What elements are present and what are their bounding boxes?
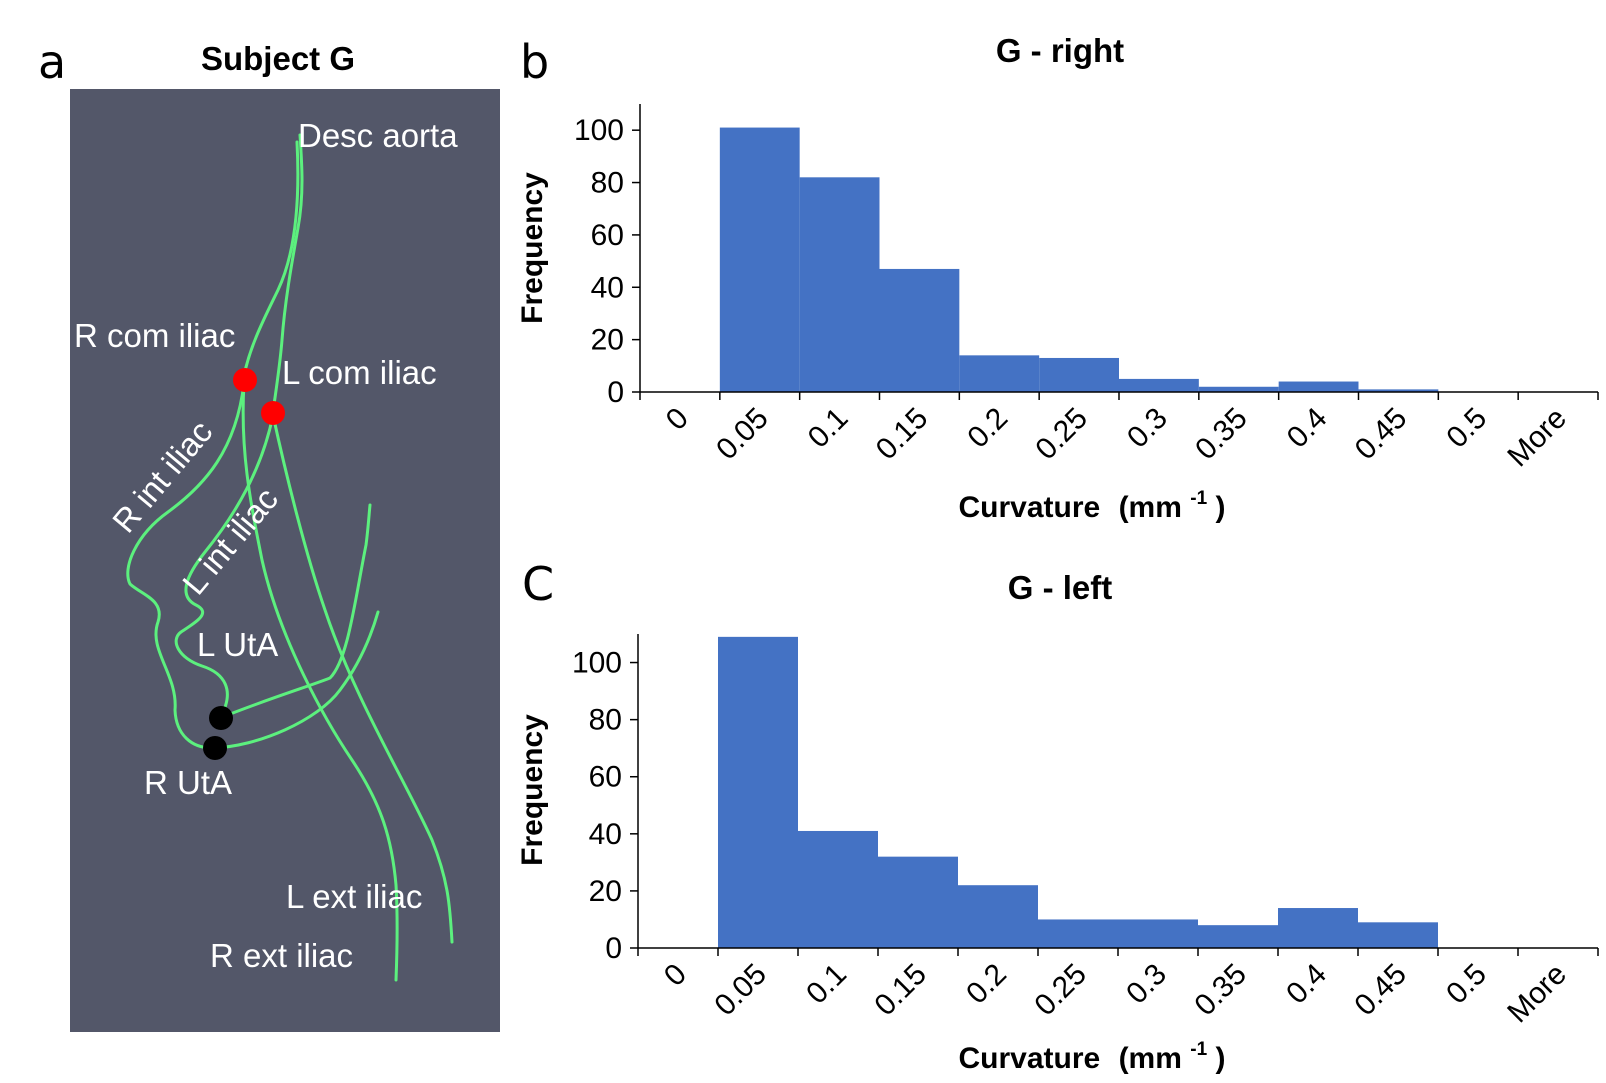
desc-aorta-vessel [271,133,304,414]
r-int-iliac-vessel [126,381,380,750]
desc-aorta-label: Desc aorta [298,117,458,154]
bar-0.05 [718,636,798,948]
x-tick-label: 0.3 [1121,402,1174,455]
y-axis-title: Frequency [516,172,549,324]
y-tick-label: 100 [572,647,622,680]
y-tick-label: 100 [574,114,624,147]
bar-0.2 [959,355,1040,392]
vessel-image-background [70,89,500,1032]
x-tick-label: 0.25 [1028,958,1093,1023]
x-tick-label: More [1501,958,1573,1030]
bar-0.1 [799,177,880,392]
x-axis-title: Curvature (mm -1 ) [959,478,1226,524]
histogram-left: G - left Frequency Curvature (mm -1 ) 0 2… [516,569,1599,1075]
x-axis-unit-close: ) [1216,1042,1226,1075]
l-uta-label: L UtA [197,626,278,663]
x-tick-label: 0.45 [1348,958,1413,1023]
y-tick-label: 60 [589,761,622,794]
l-com-iliac-label: L com iliac [282,354,437,391]
r-com-iliac-marker [233,368,257,392]
x-axis-unit-exponent: -1 [1190,488,1207,509]
bar-0.15 [878,856,958,948]
x-tick-label: 0.05 [710,402,775,467]
bar-0.25 [1038,919,1118,948]
bar-0.45 [1358,389,1439,392]
panel-b-letter: b [520,35,549,89]
x-tick-label: 0.05 [708,958,773,1023]
x-axis-unit: (mm [1119,1042,1182,1075]
x-tick-label: 0.15 [868,958,933,1023]
histogram-right: G - right Frequency Curvature (mm -1 ) 0… [516,32,1599,524]
r-com-iliac-label: R com iliac [74,317,235,354]
l-uta-marker [209,706,233,730]
x-axis-unit-close: ) [1216,491,1226,524]
x-axis-title-main: Curvature [959,491,1101,524]
r-uta-marker [203,736,227,760]
x-tick-label: 0.25 [1029,402,1094,467]
y-tick-label: 20 [591,324,624,357]
l-ext-iliac-label: L ext iliac [286,878,422,915]
bar-0.3 [1119,378,1199,392]
y-tick-label: 0 [607,376,624,409]
x-tick-label: 0.2 [960,958,1013,1011]
x-tick-label: 0 [660,402,695,437]
r-com-iliac-vessel [242,140,300,378]
r-ext-iliac-vessel [241,381,399,982]
y-tick-label: 60 [591,219,624,252]
bar-0.45 [1358,922,1438,948]
bar-0.05 [719,127,800,393]
bar-0.3 [1118,919,1198,948]
bar-0.25 [1039,357,1119,392]
x-tick-label: 0.5 [1440,958,1493,1011]
x-tick-label: 0.5 [1440,402,1493,455]
x-axis-unit: (mm [1119,491,1182,524]
l-com-iliac-marker [261,401,285,425]
x-tick-label: 0.4 [1280,958,1333,1011]
panel-a-letter: a [38,35,66,89]
r-ext-iliac-label: R ext iliac [210,937,353,974]
x-axis-unit-exponent: -1 [1190,1039,1207,1060]
chart-title: G - right [996,32,1124,69]
r-uta-label: R UtA [144,764,232,801]
x-tick-label: 0.3 [1120,958,1173,1011]
x-tick-label: 0.2 [961,402,1014,455]
x-tick-label: 0.45 [1349,402,1414,467]
y-tick-label: 40 [589,818,622,851]
l-int-iliac-vessel [174,413,372,720]
x-tick-label: 0.35 [1189,402,1254,467]
bar-0.35 [1198,925,1278,948]
y-tick-label: 80 [589,704,622,737]
y-tick-label: 80 [591,167,624,200]
y-tick-label: 40 [591,271,624,304]
x-axis-title-main: Curvature [959,1042,1101,1075]
x-tick-label: More [1501,402,1573,474]
chart-title: G - left [1008,569,1113,606]
x-tick-label: 0.35 [1188,958,1253,1023]
bar-0.4 [1278,381,1359,392]
x-tick-label: 0.1 [800,958,853,1011]
x-tick-label: 0.15 [870,402,935,467]
bar-0.15 [879,268,960,392]
x-tick-label: 0.1 [802,402,855,455]
bar-0.35 [1198,386,1279,392]
x-tick-label: 0.4 [1281,402,1334,455]
bar-0.2 [958,885,1038,948]
panel-a-title: Subject G [201,40,355,77]
panel-c-letter: C [522,557,554,611]
y-tick-label: 0 [605,932,622,965]
x-tick-label: 0 [658,958,693,993]
bar-0.1 [798,830,878,948]
l-ext-iliac-vessel [271,413,454,944]
vessel-tree [126,133,454,982]
y-tick-label: 20 [589,875,622,908]
x-axis-title: Curvature (mm -1 ) [959,1029,1226,1075]
y-axis-title: Frequency [516,714,549,866]
bar-0.4 [1278,908,1358,948]
